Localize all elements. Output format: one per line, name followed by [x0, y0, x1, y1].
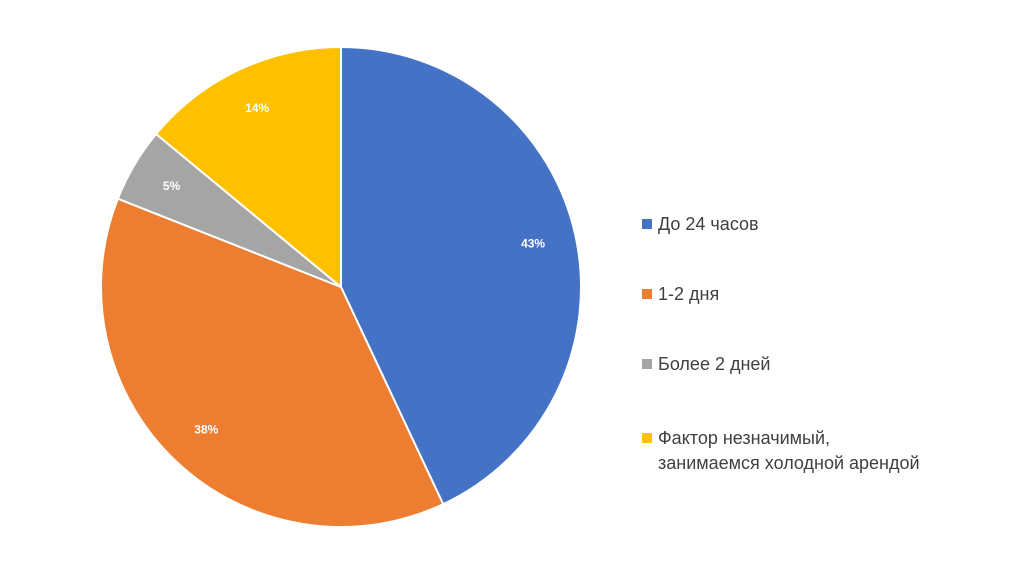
- legend-item-1: 1-2 дня: [642, 282, 719, 307]
- pie-slice-1: [99, 197, 445, 528]
- pie-slices: [99, 46, 582, 528]
- legend-label-1: 1-2 дня: [658, 284, 720, 304]
- data-label-0: 43%: [521, 236, 545, 250]
- pie-data-labels: 43% 38% 5% 14%: [163, 101, 546, 437]
- legend-swatch-0: [642, 219, 652, 229]
- legend-item-0: До 24 часов: [642, 212, 759, 237]
- legend-label-3: Фактор незначимый, занимаемся холодной а…: [658, 428, 920, 473]
- legend-label-2: Более 2 дней: [658, 354, 771, 374]
- legend-label-0: До 24 часов: [658, 214, 759, 234]
- pie-slice-3: [155, 46, 342, 288]
- legend-swatch-1: [642, 289, 652, 299]
- legend-swatch-3: [642, 433, 652, 443]
- data-label-1: 38%: [194, 423, 218, 437]
- data-label-2: 5%: [163, 179, 181, 193]
- data-label-3: 14%: [245, 101, 269, 115]
- legend-swatch-2: [642, 359, 652, 369]
- legend-item-2: Более 2 дней: [642, 352, 770, 377]
- pie-slice-0: [340, 46, 582, 506]
- legend-item-3: Фактор незначимый, занимаемся холодной а…: [642, 426, 920, 476]
